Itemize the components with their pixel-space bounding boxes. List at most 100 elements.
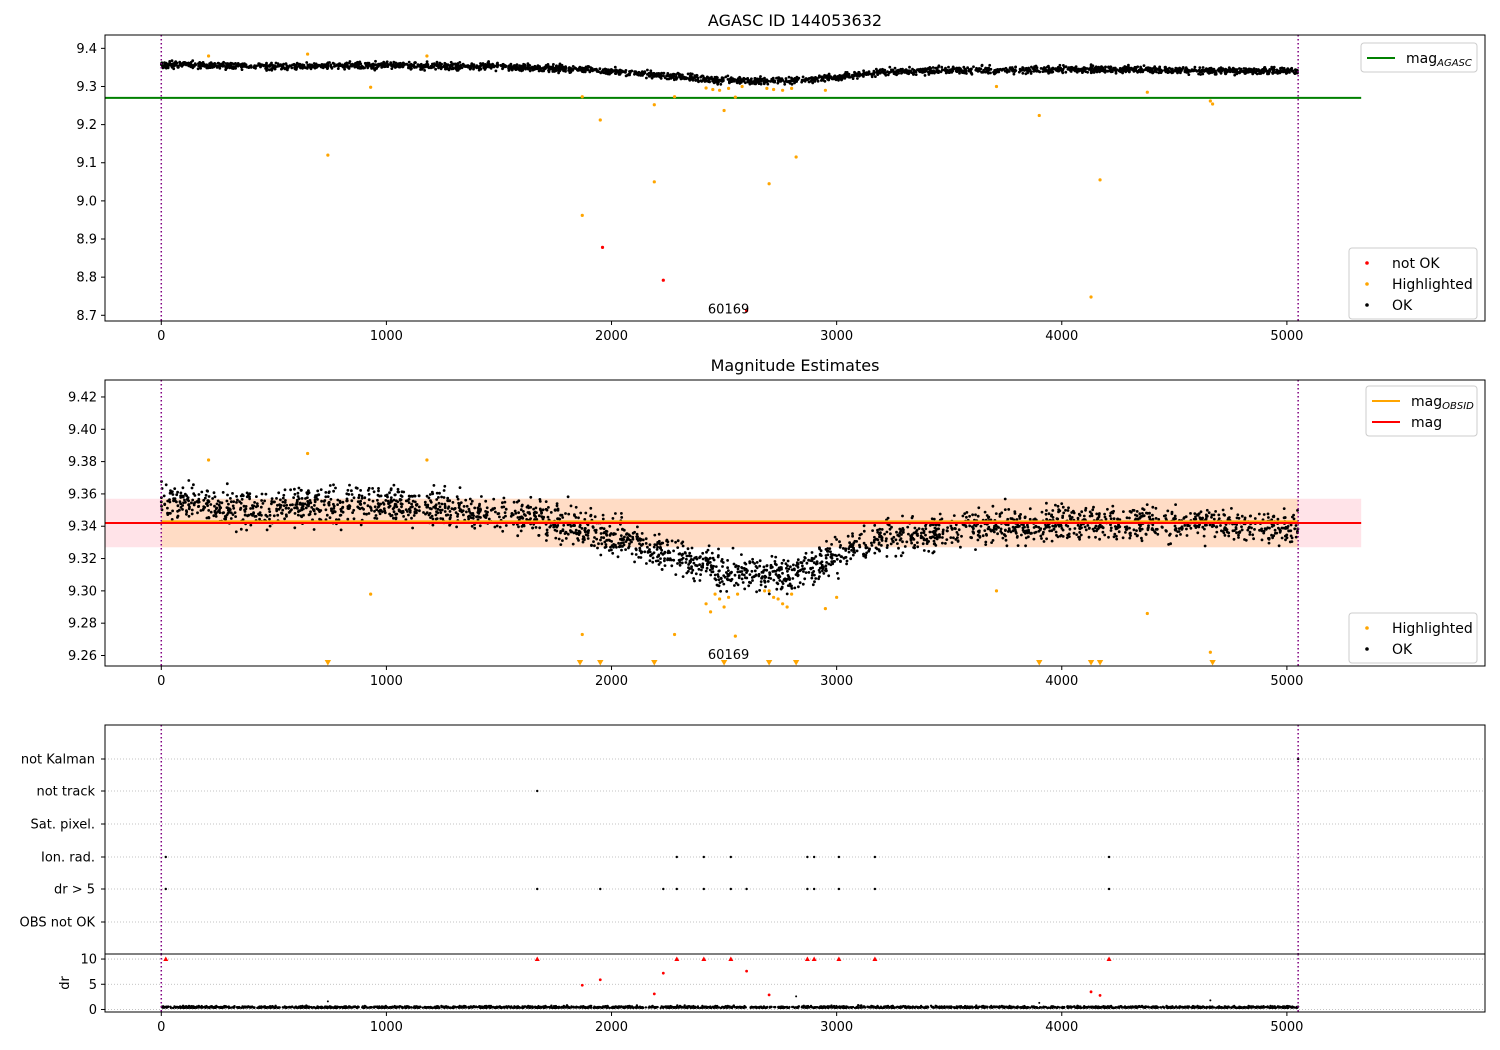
p2-ok-point (1164, 514, 1167, 517)
p2-ok-point (221, 491, 225, 494)
p2-ok-point (833, 535, 837, 539)
p2-ok-point (381, 501, 385, 505)
p2-ok-point (663, 564, 667, 567)
p1-ok-point (1062, 65, 1066, 69)
p2-ok-point (1109, 517, 1113, 521)
p2-ok-point (456, 497, 460, 501)
p2-ok-point (645, 562, 648, 565)
p2-ok-point (788, 582, 792, 586)
p2-ok-point (229, 497, 232, 500)
p1-ok-point (360, 64, 364, 68)
p2-ok-point (952, 514, 956, 517)
p2-ok-point (646, 551, 650, 554)
p2-ok-point (875, 547, 879, 551)
p1-ok-point (1035, 69, 1039, 72)
p2-ok-point (180, 494, 184, 498)
p1-ok-point (778, 80, 782, 83)
p1-ok-point (927, 70, 930, 74)
p2-ok-point (1052, 527, 1056, 531)
p2-ok-point (750, 569, 754, 573)
p1-ok-point (790, 82, 794, 86)
p1-ok-point (524, 67, 527, 71)
p1-ok-point (1251, 72, 1255, 75)
p2-ok-point (972, 531, 975, 535)
p2-ok-point (256, 504, 259, 508)
p1-ok-point (496, 65, 499, 69)
p2-ok-point (1279, 529, 1282, 533)
p1-ok-point (672, 72, 676, 76)
p2-ok-point (737, 565, 740, 568)
p1-ok-point (876, 72, 879, 76)
p2-ok-point (179, 506, 183, 509)
p2-ok-point (694, 572, 698, 576)
p2-ok-point (608, 524, 612, 528)
p1-ok-point (862, 69, 865, 73)
p2-ok-point (358, 507, 362, 511)
p2-ok-point (812, 570, 816, 573)
p2-ok-point (641, 538, 645, 542)
p2-ok-point (184, 500, 187, 504)
p2-ok-point (699, 573, 702, 576)
p2-ok-point (359, 523, 363, 527)
p2-ok-point (1095, 529, 1098, 533)
p2-ok-point (175, 493, 179, 497)
p1-ok-point (837, 78, 840, 82)
p2-ok-point (295, 506, 299, 509)
p2-ok-point (268, 524, 272, 528)
p2-ok-point (1179, 526, 1183, 530)
p1-ok-point (507, 64, 511, 68)
p2-ok-point (1020, 533, 1023, 537)
p2-ok-point (1023, 525, 1026, 529)
p1-ok-point (662, 71, 666, 75)
p2-ok-point (1044, 512, 1048, 516)
p2-ok-point (249, 523, 253, 527)
p1-ok-point (640, 71, 643, 75)
p1-ok-point (1219, 71, 1223, 74)
p1-ok-point (628, 70, 631, 73)
p1-ok-point (604, 70, 607, 74)
p2-ok-point (277, 507, 281, 511)
p2-ok-point (475, 515, 478, 519)
p1-ok-point (1293, 71, 1296, 75)
p2-ok-point (1054, 503, 1057, 507)
p1-ok-point (1160, 69, 1164, 73)
p1-ok-point (977, 67, 981, 71)
p2-ok-point (1056, 504, 1060, 508)
p2-ok-point (796, 565, 800, 569)
p2-ok-point (1116, 517, 1119, 521)
p1-ok-point (989, 67, 993, 71)
p1-ok-point (820, 75, 824, 79)
p2-ok-point (260, 513, 263, 517)
p2-ok-point (537, 514, 541, 518)
p2-ok-point (614, 543, 617, 547)
p2-ok-point (473, 506, 477, 510)
p2-ok-point (1128, 526, 1131, 530)
p2-ok-point (541, 508, 545, 512)
p2-ok-point (295, 501, 299, 504)
p2-ok-point (357, 493, 361, 497)
p1-ok-point (391, 63, 394, 67)
p2-ok-point (634, 548, 638, 552)
p2-ok-point (170, 518, 174, 521)
p2-ok-point (253, 501, 256, 504)
p2-ok-point (924, 533, 927, 537)
p2-ok-point (496, 512, 500, 516)
p1-ok-point (689, 72, 692, 75)
p2-ok-point (279, 504, 283, 507)
p2-ok-point (690, 567, 693, 570)
p1-ok-point (285, 67, 288, 71)
p2-ok-point (1109, 511, 1113, 515)
p2-ok-point (837, 553, 841, 557)
p2-ok-point (346, 517, 350, 521)
p2-ok-point (927, 549, 931, 553)
p2-ok-point (275, 497, 278, 500)
p2-ok-point (652, 545, 656, 549)
p2-ok-point (236, 498, 239, 502)
p2-ok-point (207, 495, 211, 498)
p2-ok-point (609, 545, 612, 549)
p2-ok-point (596, 546, 599, 550)
p1-ok-point (1272, 65, 1276, 69)
p2-ok-point (443, 504, 447, 508)
p1-ok-point (975, 69, 979, 72)
p2-ok-point (593, 515, 597, 519)
